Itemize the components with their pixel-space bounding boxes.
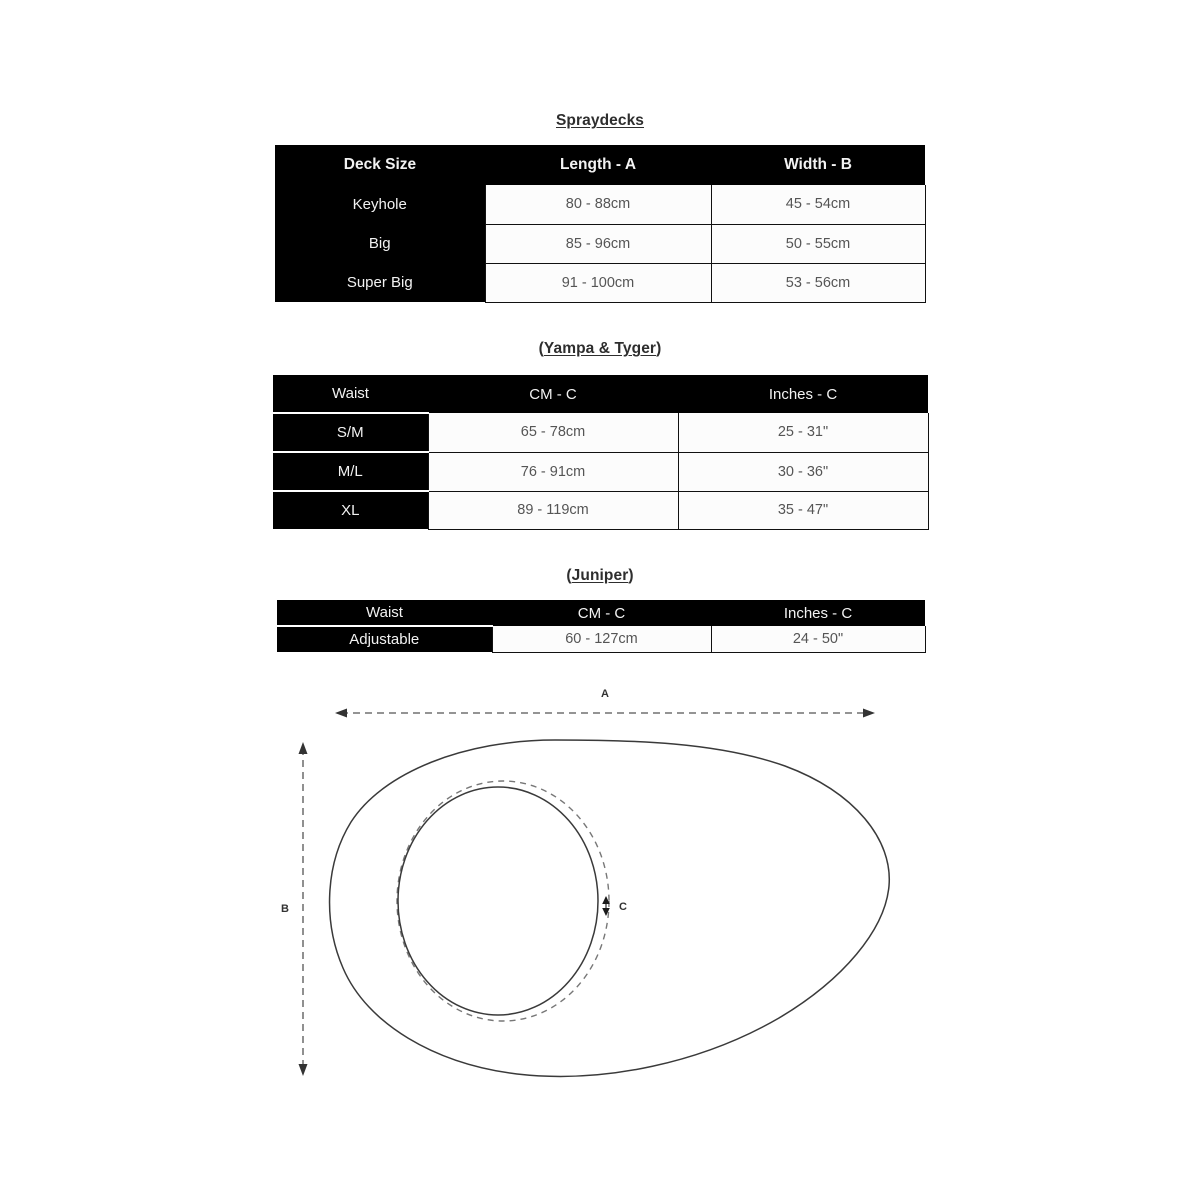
column-header-width: Width - B (711, 145, 925, 185)
dimension-arrow-width-b: B (281, 742, 308, 1076)
table-row: M/L 76 - 91cm 30 - 36" (273, 451, 929, 492)
table-row: Adjustable 60 - 127cm 24 - 50" (277, 625, 926, 653)
title-main: Spraydecks (555, 112, 645, 129)
table-row: Big 85 - 96cm 50 - 55cm (275, 224, 926, 264)
arrowhead-b-top (298, 742, 308, 754)
column-header-cm: CM - C (492, 600, 711, 626)
cell-ml-cm: 76 - 91cm (427, 452, 679, 492)
cell-xl-inches: 35 - 47" (677, 491, 929, 530)
table-spraydecks: Deck Size Length - A Width - B Keyhole 8… (275, 145, 926, 303)
table-header-row: Deck Size Length - A Width - B (275, 145, 925, 185)
title-suffix: ) (628, 567, 634, 584)
dimension-label-a: A (601, 688, 609, 700)
row-label-big: Big (275, 224, 485, 263)
deck-outer-outline (328, 739, 890, 1078)
title-prefix: ( (538, 340, 544, 357)
row-label-sm: S/M (273, 412, 428, 452)
arrowhead-a-right (863, 708, 875, 718)
arrowhead-a-left (335, 708, 347, 718)
table-header-row: Waist CM - C Inches - C (277, 600, 925, 626)
cell-adjustable-inches: 24 - 50" (710, 626, 926, 653)
table-row: Super Big 91 - 100cm 53 - 56cm (275, 263, 926, 303)
dimension-arrow-circumference-c: C (602, 896, 627, 916)
column-header-deck-size: Deck Size (275, 145, 485, 185)
arrowhead-b-bottom (298, 1064, 308, 1076)
cell-xl-cm: 89 - 119cm (427, 491, 679, 530)
row-label-super-big: Super Big (275, 263, 485, 302)
cell-super-big-length: 91 - 100cm (484, 263, 712, 303)
dimension-label-b: B (281, 903, 289, 915)
table-row: Keyhole 80 - 88cm 45 - 54cm (275, 185, 926, 225)
column-header-waist: Waist (273, 375, 428, 413)
table-juniper: Waist CM - C Inches - C Adjustable 60 - … (277, 600, 926, 653)
column-header-waist: Waist (277, 600, 492, 626)
cockpit-opening-outline (397, 786, 599, 1016)
column-header-inches: Inches - C (678, 375, 928, 413)
row-label-keyhole: Keyhole (275, 185, 485, 224)
title-main: Yampa & Tyger (543, 340, 657, 357)
row-label-xl: XL (273, 490, 428, 529)
cell-keyhole-length: 80 - 88cm (484, 185, 712, 225)
title-main: Juniper (571, 567, 629, 584)
cell-keyhole-width: 45 - 54cm (710, 185, 926, 225)
row-label-adjustable: Adjustable (277, 625, 492, 652)
cell-adjustable-cm: 60 - 127cm (491, 626, 712, 653)
table-row: S/M 65 - 78cm 25 - 31" (273, 412, 929, 453)
table-header-row: Waist CM - C Inches - C (273, 375, 928, 413)
table-yampa-tyger: Waist CM - C Inches - C S/M 65 - 78cm 25… (273, 375, 929, 530)
cockpit-offset-dashed-line (396, 780, 610, 1022)
cell-ml-inches: 30 - 36" (677, 452, 929, 492)
row-label-ml: M/L (273, 451, 428, 491)
cell-big-length: 85 - 96cm (484, 224, 712, 264)
title-prefix: ( (566, 567, 572, 584)
cell-sm-cm: 65 - 78cm (427, 413, 679, 453)
column-header-cm: CM - C (428, 375, 678, 413)
cell-super-big-width: 53 - 56cm (710, 263, 926, 303)
section-title-yampa-tyger: (Yampa & Tyger) (0, 340, 1200, 358)
dimension-label-c: C (619, 901, 627, 913)
section-title-juniper: (Juniper) (0, 567, 1200, 585)
cell-big-width: 50 - 55cm (710, 224, 926, 264)
spraydeck-diagram-svg: A B C (281, 688, 890, 1078)
column-header-inches: Inches - C (711, 600, 925, 626)
section-title-spraydecks: Spraydecks (0, 112, 1200, 130)
dimension-arrow-length-a: A (335, 688, 875, 718)
spraydeck-diagram: A B C (255, 672, 945, 1102)
cell-sm-inches: 25 - 31" (677, 413, 929, 453)
title-suffix: ) (656, 340, 662, 357)
table-row: XL 89 - 119cm 35 - 47" (273, 490, 929, 530)
column-header-length: Length - A (485, 145, 711, 185)
